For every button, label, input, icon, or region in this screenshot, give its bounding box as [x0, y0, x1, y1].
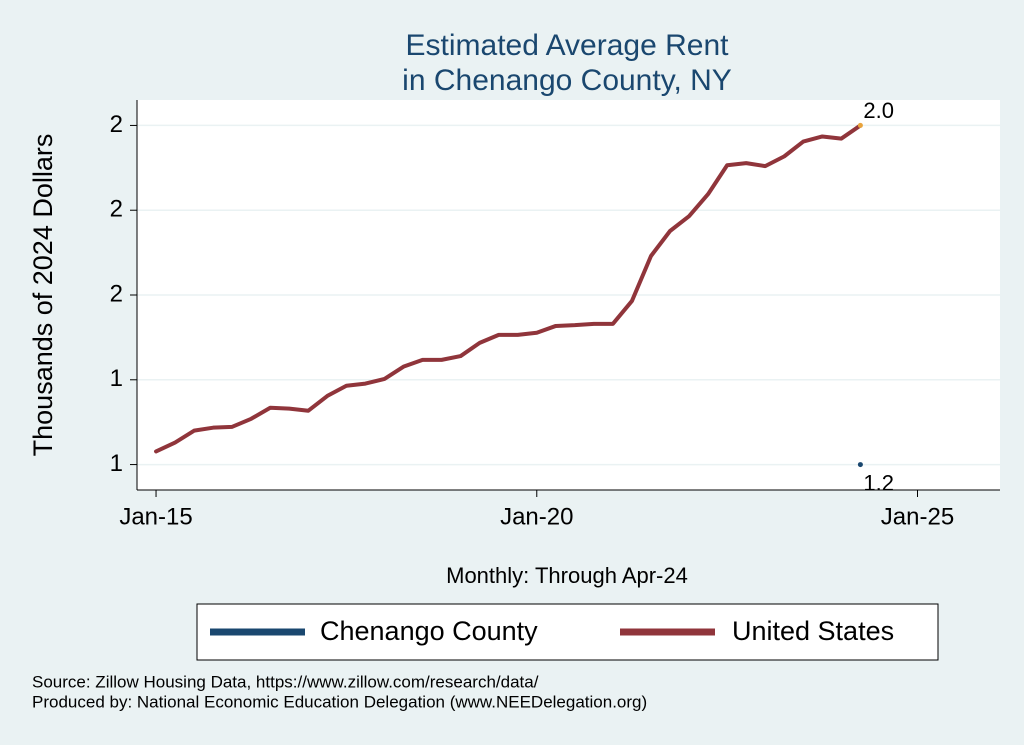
legend-label: Chenango County: [320, 616, 538, 646]
y-tick-label: 1: [110, 365, 123, 392]
end-point: [857, 122, 863, 128]
note: Produced by: National Economic Education…: [32, 692, 647, 711]
x-tick-label: Jan-20: [500, 503, 573, 530]
note: Source: Zillow Housing Data, https://www…: [32, 672, 539, 691]
y-axis-title: Thousands of 2024 Dollars: [28, 134, 58, 457]
y-tick-label: 2: [110, 111, 123, 138]
y-tick-label: 2: [110, 280, 123, 307]
y-tick-label: 2: [110, 196, 123, 223]
chart-title: in Chenango County, NY: [402, 64, 732, 97]
x-tick-label: Jan-15: [119, 503, 192, 530]
chart-title: Estimated Average Rent: [406, 29, 730, 62]
y-tick-label: 1: [110, 450, 123, 477]
series-line: [154, 123, 863, 454]
legend: [196, 603, 939, 661]
x-tick-label: Jan-25: [881, 503, 954, 530]
x-axis-title: Monthly: Through Apr-24: [446, 563, 688, 588]
legend-label: United States: [732, 616, 894, 646]
value-label: 1.2: [863, 470, 894, 495]
value-label: 2.0: [863, 98, 894, 123]
point: [857, 462, 863, 468]
